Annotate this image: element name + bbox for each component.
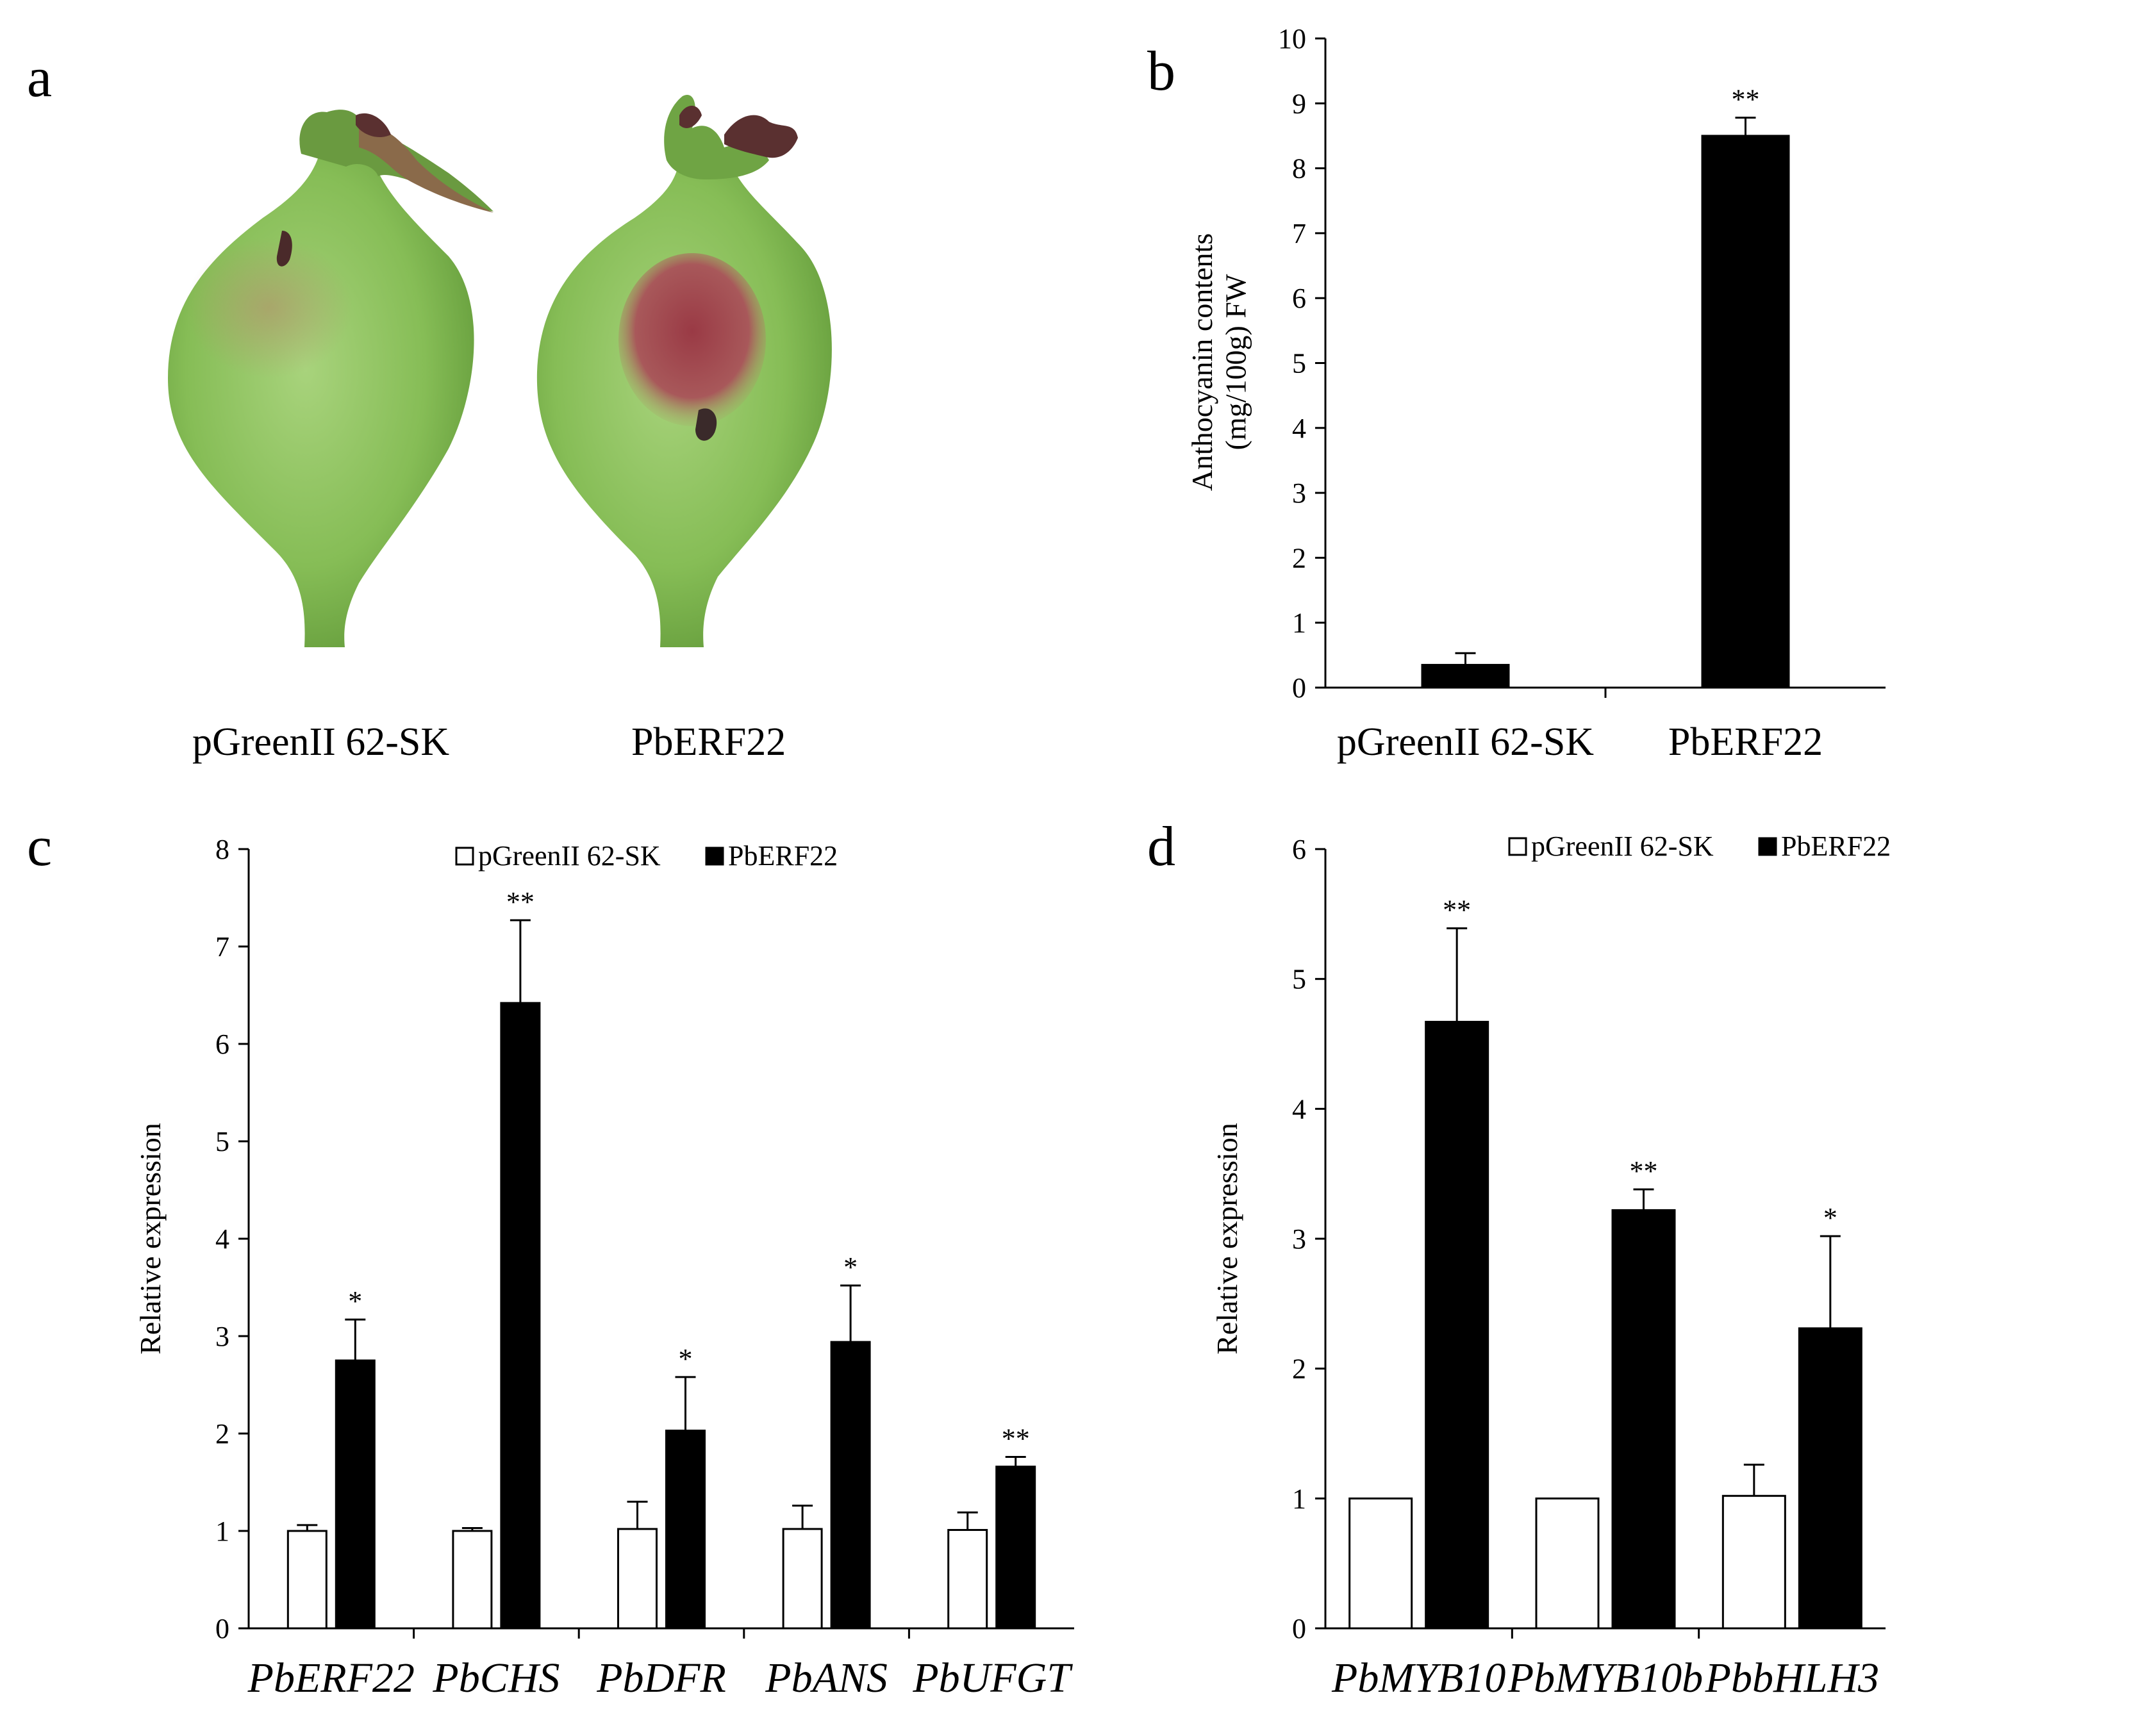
fruit-image-control — [168, 110, 493, 648]
bar-PbERF22-PbMYB10-significance: ** — [1443, 895, 1471, 926]
y-tick-label: 4 — [1292, 413, 1306, 444]
y-tick-label: 3 — [215, 1321, 229, 1352]
panel-b: b 0 1 2 3 4 5 6 7 8 9 10 Anthocyanin contents(mg/100… — [1147, 23, 1886, 764]
bar-PbERF22-PbUFGT — [995, 1466, 1036, 1630]
y-tick-label: 1 — [1292, 1483, 1306, 1514]
y-tick-label: 0 — [215, 1613, 229, 1644]
y-tick-label: 6 — [1292, 283, 1306, 314]
bar-PbERF22-PbANS — [830, 1341, 871, 1630]
x-category-label: PbUFGT — [912, 1655, 1073, 1701]
legend-label: PbERF22 — [1781, 831, 1891, 862]
y-axis-label-line: Anthocyanin contents — [1186, 233, 1218, 491]
legend-label: pGreenII 62-SK — [478, 840, 661, 872]
bar-pGreenII 62-SK-PbCHS — [452, 1530, 493, 1630]
bar-pGreenII 62-SK-PbMYB10b — [1535, 1497, 1600, 1630]
y-axis-label: Relative expression — [134, 1123, 167, 1355]
y-tick-label: 2 — [1292, 542, 1306, 574]
y-tick-label: 6 — [215, 1029, 229, 1060]
y-axis-label-line: Relative expression — [134, 1123, 167, 1355]
panel-a-letter: a — [27, 47, 52, 109]
bar-pGreenII 62-SK-PbDFR — [617, 1528, 658, 1630]
panel-c-letter: c — [27, 816, 52, 878]
bar-pGreenII 62-SK-PbMYB10 — [1348, 1497, 1413, 1630]
bar-PbERF22-PbUFGT-significance: ** — [1002, 1423, 1030, 1454]
bar-PbERF22 — [1701, 135, 1790, 689]
bar-pGreenII 62-SK — [1421, 664, 1510, 689]
y-axis-label-line: Relative expression — [1211, 1123, 1243, 1355]
y-tick-label: 8 — [215, 834, 229, 865]
y-tick-label: 5 — [215, 1126, 229, 1157]
x-category-label: PbERF22 — [1668, 720, 1823, 764]
y-tick-label: 1 — [1292, 608, 1306, 639]
y-tick-label: 10 — [1278, 23, 1306, 54]
y-tick-label: 4 — [1292, 1093, 1306, 1125]
panel-d-letter: d — [1147, 816, 1175, 878]
y-axis-label: Anthocyanin contents(mg/100g) FW — [1186, 233, 1252, 491]
bar-PbERF22-PbERF22 — [335, 1359, 376, 1630]
x-category-label: PbMYB10b — [1507, 1655, 1703, 1701]
y-axis-label: Relative expression — [1211, 1123, 1243, 1355]
y-tick-label: 5 — [1292, 348, 1306, 379]
bar-PbERF22-PbbHLH3-significance: * — [1823, 1202, 1837, 1234]
bar-pGreenII 62-SK-PbERF22 — [286, 1530, 328, 1630]
legend-label: pGreenII 62-SK — [1531, 831, 1714, 862]
y-tick-label: 7 — [1292, 218, 1306, 249]
panel-a-label-control: pGreenII 62-SK — [192, 720, 449, 764]
bar-PbERF22-PbERF22-significance: * — [348, 1285, 362, 1317]
bar-PbERF22-PbMYB10 — [1425, 1021, 1489, 1630]
bar-PbERF22-PbMYB10b — [1611, 1209, 1676, 1630]
y-tick-label: 5 — [1292, 964, 1306, 995]
legend-swatch — [1508, 837, 1527, 856]
y-tick-label: 2 — [215, 1418, 229, 1450]
y-tick-label: 9 — [1292, 88, 1306, 119]
legend-swatch — [705, 847, 724, 866]
x-category-label: PbERF22 — [247, 1655, 415, 1701]
bar-PbERF22-PbANS-significance: * — [843, 1252, 858, 1283]
y-tick-label: 1 — [215, 1516, 229, 1547]
x-category-label: PbANS — [765, 1655, 888, 1701]
bar-pGreenII 62-SK-PbUFGT — [947, 1528, 988, 1630]
bar-PbERF22-PbbHLH3 — [1798, 1327, 1862, 1630]
y-tick-label: 2 — [1292, 1353, 1306, 1385]
y-tick-label: 0 — [1292, 672, 1306, 704]
panel-b-letter: b — [1147, 40, 1175, 103]
x-category-label: PbCHS — [432, 1655, 560, 1701]
y-tick-label: 0 — [1292, 1613, 1306, 1644]
fruit-image-pberf22 — [536, 95, 832, 647]
y-tick-label: 3 — [1292, 1223, 1306, 1255]
y-tick-label: 6 — [1292, 834, 1306, 865]
bar-pGreenII 62-SK-PbbHLH3 — [1721, 1494, 1786, 1630]
legend-swatch — [455, 847, 474, 866]
panel-a-label-pberf22: PbERF22 — [631, 720, 786, 764]
bar-pGreenII 62-SK-PbANS — [782, 1528, 823, 1630]
y-tick-label: 4 — [215, 1223, 229, 1255]
y-axis-label-line: (mg/100g) FW — [1220, 274, 1252, 450]
y-tick-label: 3 — [1292, 477, 1306, 509]
legend-swatch — [1758, 837, 1777, 856]
legend-label: PbERF22 — [728, 840, 838, 872]
bar-PbERF22-PbDFR — [665, 1429, 706, 1630]
bar-PbERF22-significance: ** — [1732, 84, 1760, 115]
bar-PbERF22-PbCHS-significance: ** — [506, 886, 535, 918]
y-tick-label: 8 — [1292, 153, 1306, 185]
bar-PbERF22-PbCHS — [500, 1002, 541, 1630]
bar-PbERF22-PbDFR-significance: * — [679, 1343, 693, 1375]
y-tick-label: 7 — [215, 931, 229, 963]
x-category-label: PbMYB10 — [1331, 1655, 1505, 1701]
bar-PbERF22-PbMYB10b-significance: ** — [1630, 1155, 1658, 1187]
x-category-label: PbbHLH3 — [1705, 1655, 1879, 1701]
x-category-label: pGreenII 62-SK — [1337, 720, 1594, 764]
x-category-label: PbDFR — [596, 1655, 726, 1701]
panel-d: d 0 1 2 3 4 5 6 Relative expression ** PbMYB10 ** Pb… — [1147, 816, 1891, 1701]
